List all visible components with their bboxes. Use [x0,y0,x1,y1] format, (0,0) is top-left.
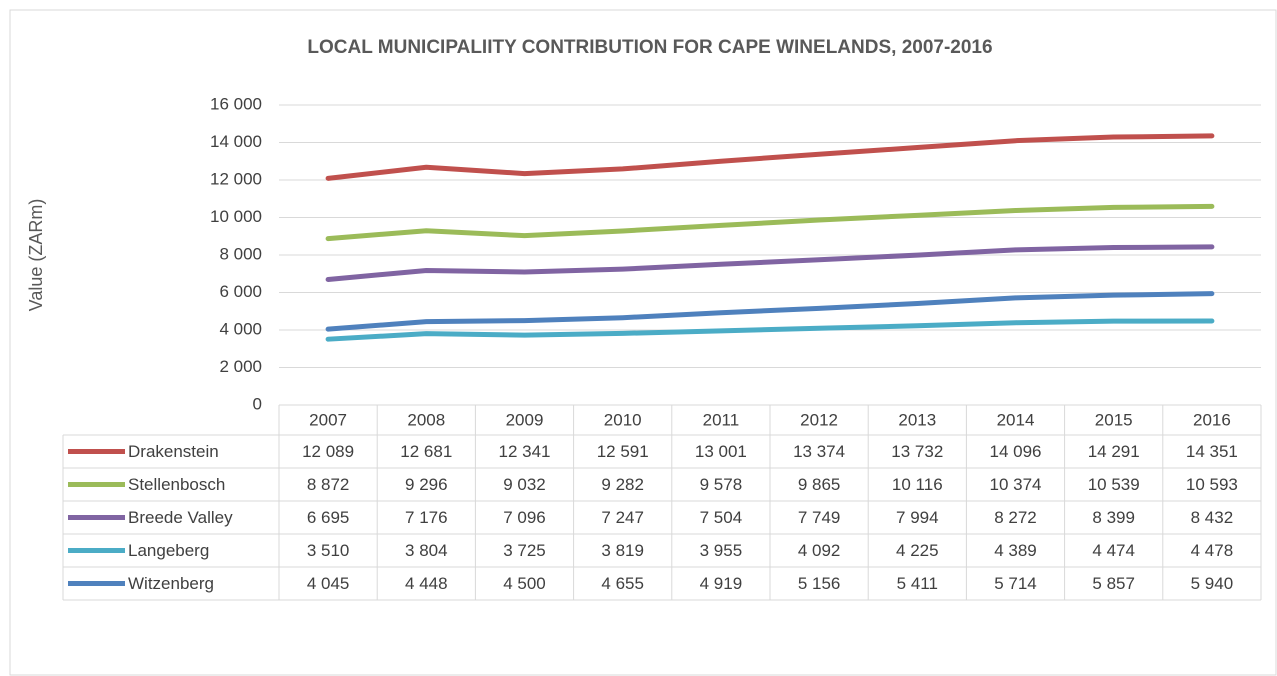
x-tick-label: 2015 [1095,410,1133,429]
table-value: 4 448 [405,574,448,593]
table-value: 10 374 [990,475,1042,494]
table-value: 5 857 [1092,574,1135,593]
table-value: 12 089 [302,442,354,461]
x-tick-label: 2014 [997,410,1035,429]
y-tick-label: 8 000 [219,244,262,263]
x-tick-label: 2007 [309,410,347,429]
x-tick-label: 2010 [604,410,642,429]
table-value: 7 176 [405,508,448,527]
table-value: 7 247 [601,508,644,527]
table-value: 5 714 [994,574,1037,593]
legend-label: Witzenberg [128,574,214,593]
table-value: 3 725 [503,541,546,560]
table-value: 6 695 [307,508,350,527]
x-tick-label: 2016 [1193,410,1231,429]
table-value: 4 389 [994,541,1037,560]
table-value: 13 732 [891,442,943,461]
table-value: 4 225 [896,541,939,560]
y-tick-label: 16 000 [210,94,262,113]
table-value: 12 681 [400,442,452,461]
chart-title: LOCAL MUNICIPALIITY CONTRIBUTION FOR CAP… [307,37,992,58]
table-value: 7 994 [896,508,939,527]
table-value: 13 001 [695,442,747,461]
legend-label: Drakenstein [128,442,219,461]
table-value: 9 578 [700,475,743,494]
table-value: 14 096 [990,442,1042,461]
table-value: 9 032 [503,475,546,494]
y-tick-label: 6 000 [219,282,262,301]
table-value: 4 655 [601,574,644,593]
table-value: 3 819 [601,541,644,560]
table-value: 13 374 [793,442,845,461]
x-tick-label: 2012 [800,410,838,429]
y-tick-label: 14 000 [210,132,262,151]
y-tick-label: 10 000 [210,207,262,226]
series-line [325,244,1215,282]
table-value: 14 291 [1088,442,1140,461]
series-line [325,203,1215,242]
table-value: 3 955 [700,541,743,560]
table-value: 8 432 [1191,508,1234,527]
x-tick-label: 2011 [703,410,740,429]
table-value: 8 272 [994,508,1037,527]
table-value: 4 092 [798,541,841,560]
table-value: 4 478 [1191,541,1234,560]
series-line [325,133,1215,181]
x-tick-label: 2013 [898,410,936,429]
table-value: 3 804 [405,541,448,560]
y-axis-label: Value (ZARm) [26,199,46,312]
y-tick-label: 12 000 [210,169,262,188]
series-line [325,318,1215,342]
table-value: 4 500 [503,574,546,593]
table-value: 9 865 [798,475,841,494]
table-value: 7 096 [503,508,546,527]
table-value: 10 116 [892,475,943,494]
table-value: 7 504 [700,508,743,527]
x-tick-label: 2009 [506,410,544,429]
x-tick-label: 2008 [407,410,445,429]
table-value: 4 474 [1092,541,1135,560]
y-tick-label: 0 [253,394,262,413]
series-line [325,291,1215,332]
legend-label: Stellenbosch [128,475,225,494]
table-value: 14 351 [1186,442,1238,461]
y-tick-label: 2 000 [219,357,262,376]
table-value: 10 593 [1186,475,1238,494]
table-value: 4 919 [700,574,743,593]
legend-label: Langeberg [128,541,209,560]
table-value: 5 940 [1191,574,1234,593]
table-value: 4 045 [307,574,350,593]
table-value: 7 749 [798,508,841,527]
table-value: 8 872 [307,475,350,494]
table-value: 12 591 [597,442,649,461]
table-value: 3 510 [307,541,350,560]
table-value: 9 296 [405,475,448,494]
y-tick-label: 4 000 [219,319,262,338]
table-value: 12 341 [499,442,551,461]
table-value: 5 156 [798,574,841,593]
table-value: 10 539 [1088,475,1140,494]
table-value: 9 282 [601,475,644,494]
table-value: 8 399 [1092,508,1135,527]
legend-label: Breede Valley [128,508,233,527]
table-value: 5 411 [897,574,938,593]
